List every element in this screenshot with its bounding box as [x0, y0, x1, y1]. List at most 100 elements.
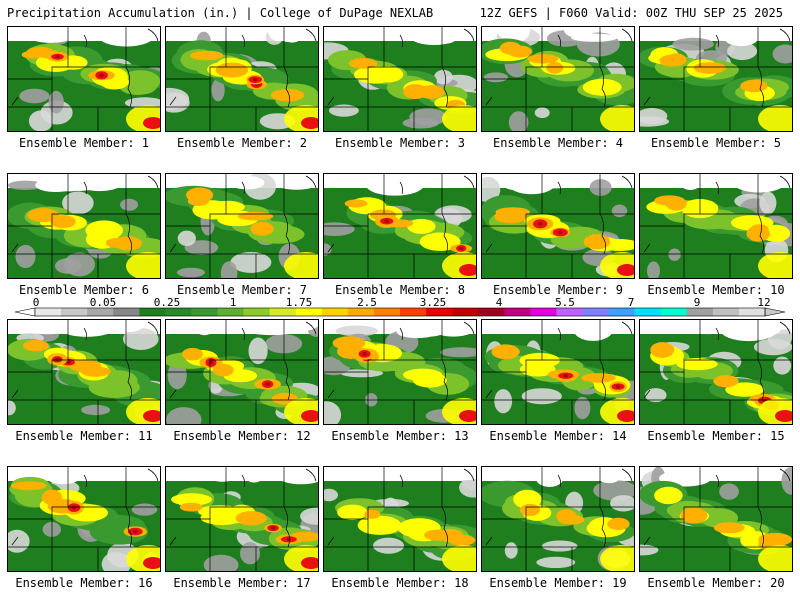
colorbar-swatch	[269, 308, 297, 316]
member-map-panel	[7, 173, 161, 279]
ensemble-member-caption: Ensemble Member: 3	[334, 136, 466, 150]
member-map-panel	[481, 466, 635, 572]
colorbar-tick-label: 0	[33, 296, 40, 309]
colorbar-swatch	[373, 308, 401, 316]
colorbar-swatch	[295, 308, 323, 316]
colorbar-swatch	[608, 308, 635, 316]
colorbar-tick-label: 7	[628, 296, 635, 309]
ensemble-member-caption: Ensemble Member: 11	[15, 429, 153, 443]
colorbar-swatch	[660, 308, 688, 316]
member-map-panel	[7, 466, 161, 572]
precip-map	[482, 467, 634, 571]
member-map-panel	[481, 26, 635, 132]
precip-map	[8, 467, 160, 571]
member-map-panel	[323, 173, 477, 279]
colorbar-swatch	[712, 308, 740, 316]
ensemble-member-caption: Ensemble Member: 15	[647, 429, 785, 443]
colorbar-swatch	[347, 308, 375, 316]
member-map-panel	[323, 319, 477, 425]
precip-map	[482, 320, 634, 424]
precip-map	[8, 27, 160, 131]
member-map-panel	[639, 466, 793, 572]
ensemble-member-caption: Ensemble Member: 2	[176, 136, 308, 150]
member-map-panel	[481, 173, 635, 279]
colorbar-swatch	[400, 308, 427, 316]
colorbar-tick-label: 0.25	[154, 296, 181, 309]
colorbar-swatch	[452, 308, 479, 316]
member-map-panel	[639, 319, 793, 425]
ensemble-member-caption: Ensemble Member: 20	[647, 576, 785, 590]
colorbar-swatch	[634, 308, 662, 316]
ensemble-member-caption: Ensemble Member: 1	[18, 136, 150, 150]
colorbar-tick-label: 1.75	[286, 296, 313, 309]
precip-map	[8, 320, 160, 424]
colorbar-max-arrow	[764, 307, 786, 317]
colorbar-swatch	[243, 308, 270, 316]
member-map-panel	[323, 466, 477, 572]
colorbar-swatch	[61, 308, 88, 316]
precip-map	[324, 174, 476, 278]
precip-map	[640, 320, 792, 424]
precip-map	[166, 174, 318, 278]
member-map-panel	[639, 173, 793, 279]
precip-map	[8, 174, 160, 278]
precip-map	[324, 467, 476, 571]
colorbar-min-arrow	[14, 307, 36, 317]
member-map-panel	[639, 26, 793, 132]
precip-map	[324, 27, 476, 131]
ensemble-member-caption: Ensemble Member: 12	[173, 429, 311, 443]
member-map-panel	[481, 319, 635, 425]
precip-map	[640, 467, 792, 571]
colorbar-swatch	[738, 308, 766, 316]
colorbar-swatch	[139, 308, 166, 316]
colorbar-swatch	[478, 308, 505, 316]
ensemble-member-caption: Ensemble Member: 5	[650, 136, 782, 150]
colorbar-tick-label: 1	[230, 296, 237, 309]
member-map-panel	[7, 26, 161, 132]
colorbar-tick-label: 2.5	[357, 296, 377, 309]
member-map-panel	[323, 26, 477, 132]
colorbar-swatch	[217, 308, 244, 316]
colorbar-swatch	[113, 308, 140, 316]
colorbar-tick-label: 12	[757, 296, 770, 309]
ensemble-member-caption: Ensemble Member: 8	[334, 283, 466, 297]
colorbar-swatch	[165, 308, 192, 316]
run-valid-label: 12Z GEFS | F060 Valid: 00Z THU SEP 25 20…	[479, 6, 783, 20]
member-map-panel	[165, 319, 319, 425]
member-map-panel	[165, 173, 319, 279]
colorbar-swatch	[426, 308, 453, 316]
ensemble-member-caption: Ensemble Member: 19	[489, 576, 627, 590]
ensemble-member-caption: Ensemble Member: 7	[176, 283, 308, 297]
colorbar-swatch	[504, 308, 531, 316]
colorbar-tick-label: 0.05	[90, 296, 117, 309]
ensemble-member-caption: Ensemble Member: 9	[492, 283, 624, 297]
colorbar-swatch	[582, 308, 609, 316]
colorbar-swatch	[191, 308, 218, 316]
colorbar-swatch	[35, 308, 62, 316]
colorbar-tick-label: 5.5	[555, 296, 575, 309]
ensemble-member-caption: Ensemble Member: 4	[492, 136, 624, 150]
member-map-panel	[7, 319, 161, 425]
member-map-panel	[165, 466, 319, 572]
precip-map	[166, 27, 318, 131]
colorbar-swatch	[87, 308, 114, 316]
ensemble-member-caption: Ensemble Member: 16	[15, 576, 153, 590]
color-scale-legend: 0 0.05 0.25 1 1.75 2.5 3.25 4 5.5 7 9 12	[14, 296, 786, 317]
precip-map	[482, 27, 634, 131]
precip-map	[640, 174, 792, 278]
colorbar-swatch	[321, 308, 349, 316]
colorbar-tick-label: 4	[496, 296, 503, 309]
ensemble-member-caption: Ensemble Member: 10	[647, 283, 785, 297]
colorbar-swatch	[556, 308, 583, 316]
ensemble-member-caption: Ensemble Member: 18	[331, 576, 469, 590]
precip-map	[166, 320, 318, 424]
ensemble-member-caption: Ensemble Member: 13	[331, 429, 469, 443]
ensemble-member-caption: Ensemble Member: 17	[173, 576, 311, 590]
ensemble-member-caption: Ensemble Member: 14	[489, 429, 627, 443]
colorbar-tick-label: 9	[694, 296, 701, 309]
precip-map	[482, 174, 634, 278]
precip-map	[324, 320, 476, 424]
colorbar-swatch	[686, 308, 714, 316]
precip-map	[640, 27, 792, 131]
colorbar-tick-label: 3.25	[420, 296, 447, 309]
